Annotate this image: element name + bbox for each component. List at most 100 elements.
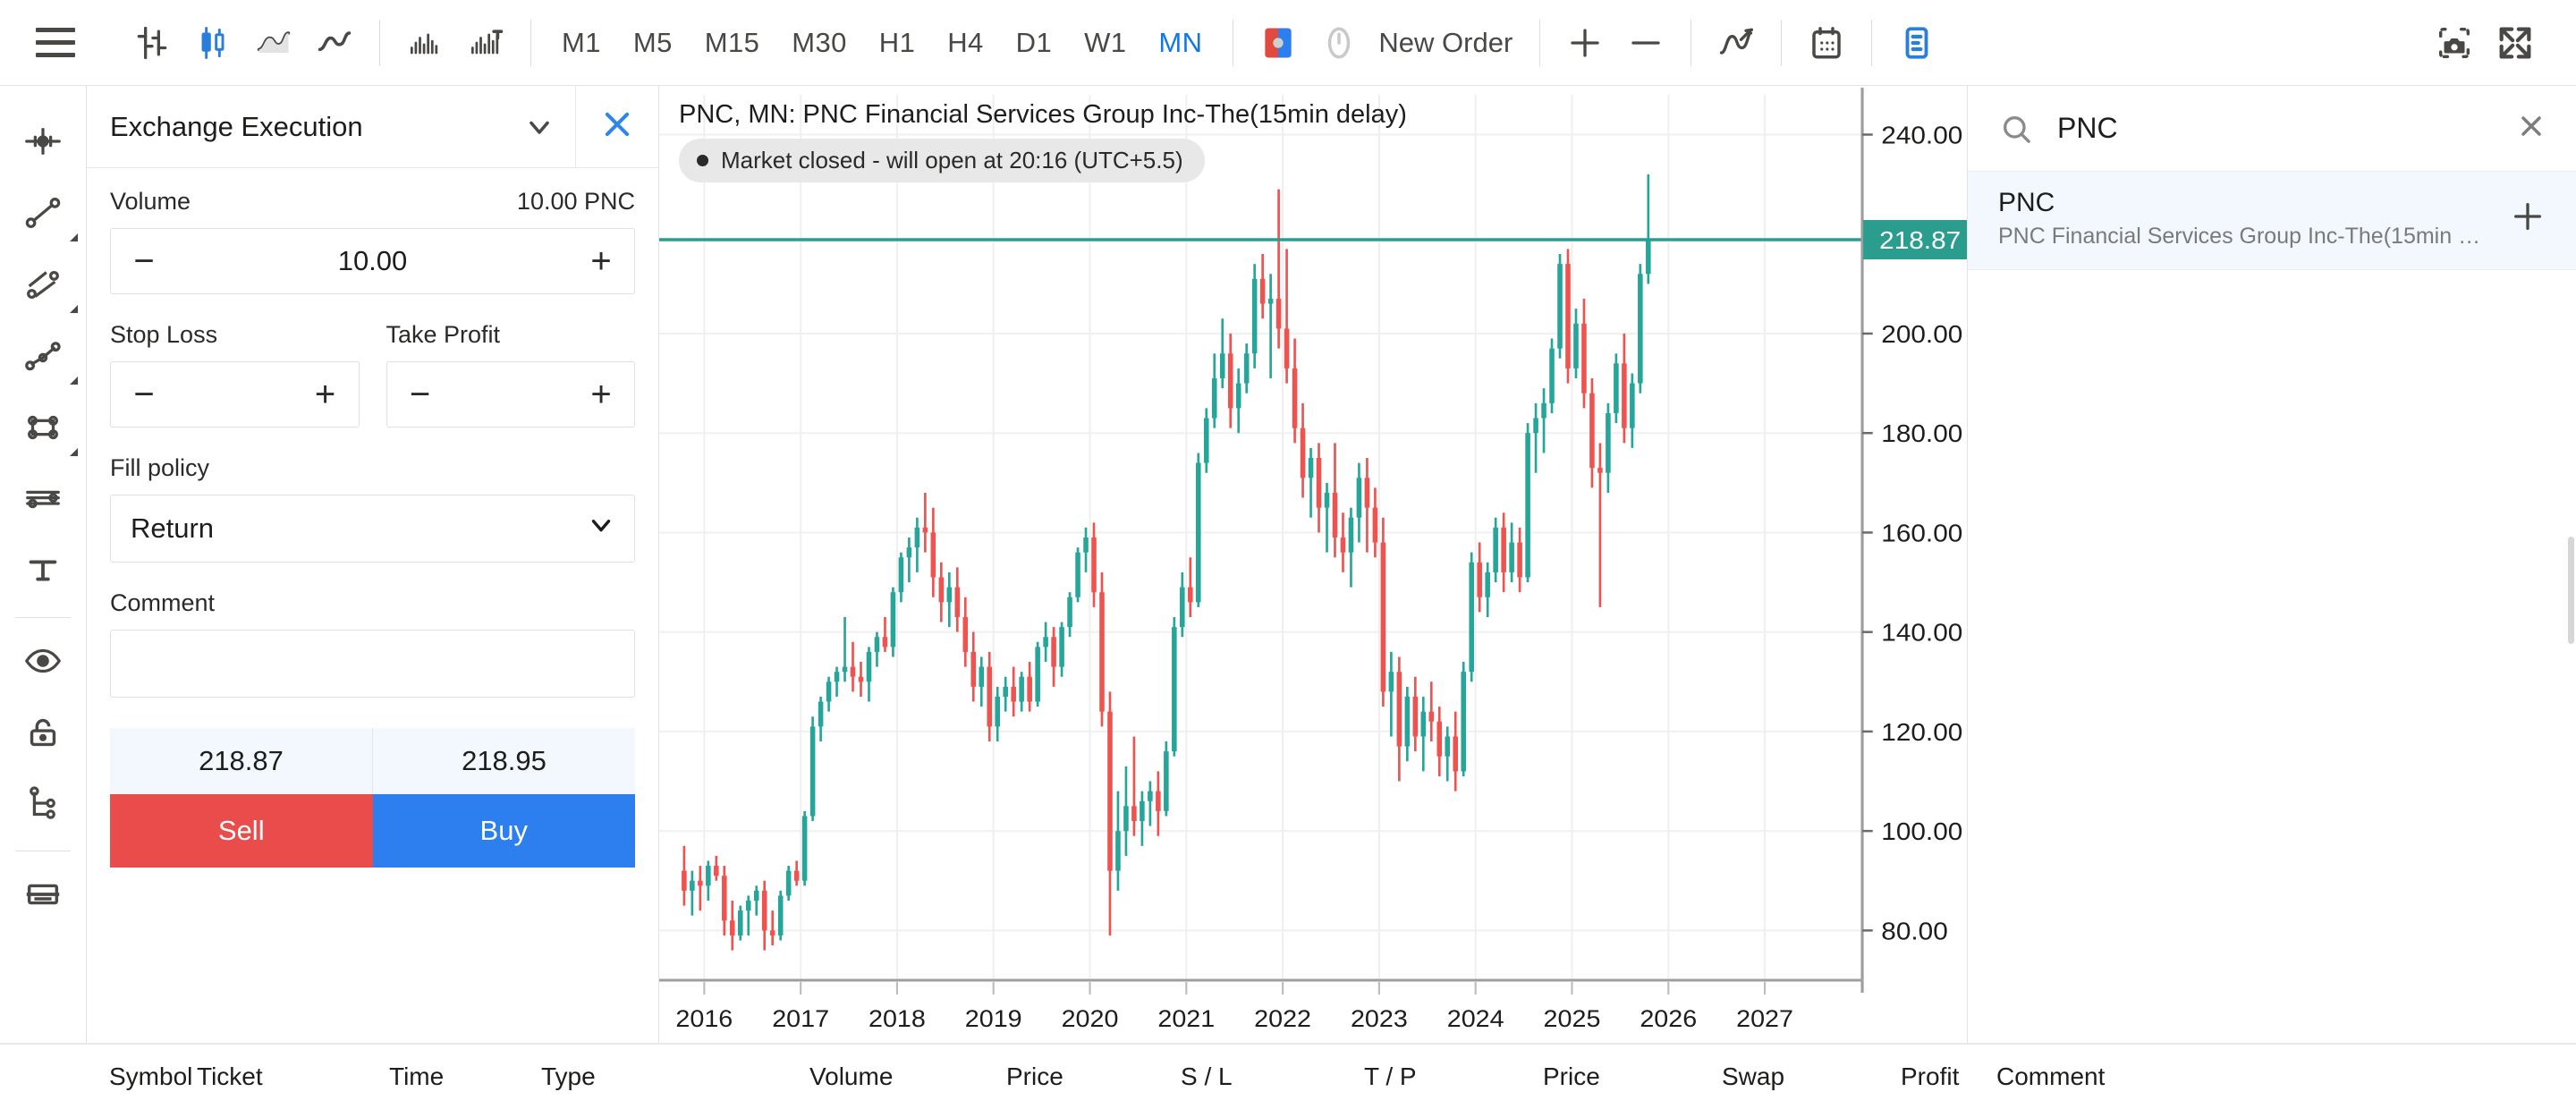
svg-text:140.00: 140.00: [1881, 619, 1962, 647]
calendar-button[interactable]: [1796, 13, 1857, 73]
column-tp[interactable]: T / P: [1364, 1062, 1417, 1090]
column-sl[interactable]: S / L: [1181, 1062, 1233, 1090]
buy-button[interactable]: Buy: [372, 794, 635, 868]
timeframe-h4[interactable]: H4: [947, 26, 984, 58]
comment-section: Comment: [110, 589, 635, 698]
toolbar-divider: [530, 19, 531, 66]
timeframe-m15[interactable]: M15: [704, 26, 760, 58]
volume-stepper[interactable]: − 10.00 +: [110, 228, 635, 294]
stop-loss-decrease-button[interactable]: −: [133, 375, 155, 414]
column-type[interactable]: Type: [541, 1062, 596, 1090]
sidebar-item-text[interactable]: [4, 537, 81, 608]
timeframe-mn[interactable]: MN: [1158, 26, 1203, 58]
take-profit-decrease-button[interactable]: −: [409, 375, 431, 414]
screenshot-button[interactable]: [2424, 13, 2485, 73]
svg-text:2018: 2018: [869, 1005, 926, 1032]
volume-row: Volume 10.00 PNC: [110, 188, 635, 216]
sidebar-item-channels[interactable]: [4, 250, 81, 322]
timeframe-d1[interactable]: D1: [1015, 26, 1053, 58]
rectangle-shape-icon: [22, 407, 64, 453]
close-order-panel-button[interactable]: [576, 86, 658, 167]
timeframe-h1[interactable]: H1: [878, 26, 916, 58]
volume-input[interactable]: 10.00: [337, 245, 408, 276]
order-panel-header: Exchange Execution: [87, 86, 658, 168]
column-profit[interactable]: Profit: [1901, 1062, 1960, 1090]
column-price-current[interactable]: Price: [1543, 1062, 1600, 1090]
sidebar-item-panels[interactable]: [4, 860, 81, 932]
sidebar-item-visibility[interactable]: [4, 627, 81, 698]
drawing-tools-rail: [0, 86, 87, 1043]
chart-type-bars-button[interactable]: [122, 13, 182, 73]
sidebar-item-crosshair[interactable]: [4, 107, 81, 179]
candlestick-chart-canvas[interactable]: 2016 2017 2018 2019 2020 2021 2022 2023 2024 2025…: [659, 86, 1967, 1043]
timeframe-m5[interactable]: M5: [632, 26, 673, 58]
column-comment[interactable]: Comment: [1996, 1062, 2106, 1090]
svg-text:2021: 2021: [1157, 1005, 1215, 1032]
order-panel-body: Volume 10.00 PNC − 10.00 + Stop Loss − +: [87, 168, 658, 868]
zoom-in-button[interactable]: [1555, 13, 1615, 73]
panel-scrollbar[interactable]: [2568, 537, 2574, 644]
fill-policy-select[interactable]: Return: [110, 495, 635, 563]
toolbox-button[interactable]: [1886, 13, 1947, 73]
tick-volumes-button[interactable]: [455, 13, 516, 73]
sidebar-item-object-list[interactable]: [4, 770, 81, 842]
search-input[interactable]: [2034, 112, 2503, 145]
chart-type-candles-button[interactable]: [182, 13, 243, 73]
ask-price: 218.95: [372, 728, 635, 794]
take-profit-increase-button[interactable]: +: [590, 375, 612, 414]
symbol-search-panel: PNC PNC Financial Services Group Inc-The…: [1968, 86, 2576, 1043]
take-profit-stepper[interactable]: − +: [386, 361, 635, 428]
sidebar-item-trendline[interactable]: [4, 179, 81, 250]
indicators-button[interactable]: [1706, 13, 1767, 73]
svg-text:2019: 2019: [965, 1005, 1022, 1032]
volume-increase-button[interactable]: +: [590, 241, 612, 281]
column-symbol[interactable]: Symbol: [109, 1062, 193, 1090]
column-swap[interactable]: Swap: [1722, 1062, 1785, 1090]
column-volume[interactable]: Volume: [809, 1062, 894, 1090]
svg-text:160.00: 160.00: [1881, 520, 1962, 547]
column-time[interactable]: Time: [389, 1062, 445, 1090]
comment-input[interactable]: [110, 630, 635, 698]
main-body: Exchange Execution Volume 10.00 PNC: [0, 86, 2576, 1043]
order-panel-title: Exchange Execution: [110, 110, 363, 142]
timeframe-m1[interactable]: M1: [562, 26, 601, 58]
fullscreen-button[interactable]: [2485, 13, 2546, 73]
price-chart[interactable]: 2016 2017 2018 2019 2020 2021 2022 2023 2024 2025…: [659, 86, 1968, 1043]
comment-label: Comment: [110, 589, 216, 616]
order-panel: Exchange Execution Volume 10.00 PNC: [87, 86, 659, 1043]
column-price-open[interactable]: Price: [1006, 1062, 1063, 1090]
execution-type-dropdown[interactable]: Exchange Execution: [87, 86, 576, 167]
minus-icon: [1627, 24, 1665, 62]
chart-type-area-button[interactable]: [243, 13, 304, 73]
line-chart-icon: [315, 23, 354, 63]
stop-loss-stepper[interactable]: − +: [110, 361, 360, 428]
new-order-button[interactable]: New Order: [1378, 26, 1513, 58]
zoom-out-button[interactable]: [1615, 13, 1676, 73]
sl-tp-row: Stop Loss − + Take Profit − +: [110, 321, 635, 428]
sell-button[interactable]: Sell: [110, 794, 373, 868]
fill-policy-label: Fill policy: [110, 454, 210, 481]
more-indicator: [70, 377, 78, 385]
fibonacci-levels-icon: [22, 478, 64, 524]
timeframe-m30[interactable]: M30: [792, 26, 847, 58]
search-bar: [1968, 86, 2576, 172]
hamburger-icon: [36, 28, 75, 57]
sidebar-item-levels[interactable]: [4, 465, 81, 537]
stop-loss-increase-button[interactable]: +: [314, 375, 336, 414]
sidebar-item-polyline[interactable]: [4, 322, 81, 394]
new-order-icon-button[interactable]: [1309, 13, 1369, 73]
volumes-button[interactable]: [394, 13, 455, 73]
menu-button[interactable]: [23, 13, 88, 73]
add-symbol-button[interactable]: [2492, 199, 2546, 239]
timeframe-w1[interactable]: W1: [1084, 26, 1127, 58]
chart-type-line-button[interactable]: [304, 13, 365, 73]
search-result-item[interactable]: PNC PNC Financial Services Group Inc-The…: [1968, 172, 2576, 270]
clear-search-button[interactable]: [2503, 110, 2547, 147]
column-ticket[interactable]: Ticket: [197, 1062, 263, 1090]
sidebar-item-lock[interactable]: [4, 698, 81, 770]
volume-decrease-button[interactable]: −: [133, 241, 155, 281]
toolbar-divider: [1690, 19, 1692, 66]
sidebar-item-shapes[interactable]: [4, 394, 81, 465]
one-click-trading-button[interactable]: [1248, 13, 1309, 73]
